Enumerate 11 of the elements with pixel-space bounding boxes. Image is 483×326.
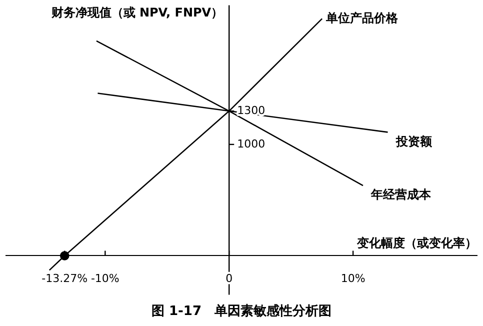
x-axis-title: 变化幅度（或变化率） xyxy=(356,236,477,250)
series-label: 投资额 xyxy=(394,134,433,148)
series-label: 年经营成本 xyxy=(370,188,432,202)
text: 图 1-17 单因素敏感性分析图 xyxy=(150,302,333,320)
x-tick-label: 10% xyxy=(340,272,366,286)
y-tick-label: 1300 xyxy=(237,104,266,117)
x-tick-label: -13.27% xyxy=(42,272,88,286)
y-axis-title: 财务净现值（或 NPV, FNPV） xyxy=(50,5,224,20)
y-tick-label: 1000 xyxy=(237,137,266,150)
x-tick-label: -10% xyxy=(90,272,120,286)
series-label: 单位产品价格 xyxy=(325,10,400,25)
